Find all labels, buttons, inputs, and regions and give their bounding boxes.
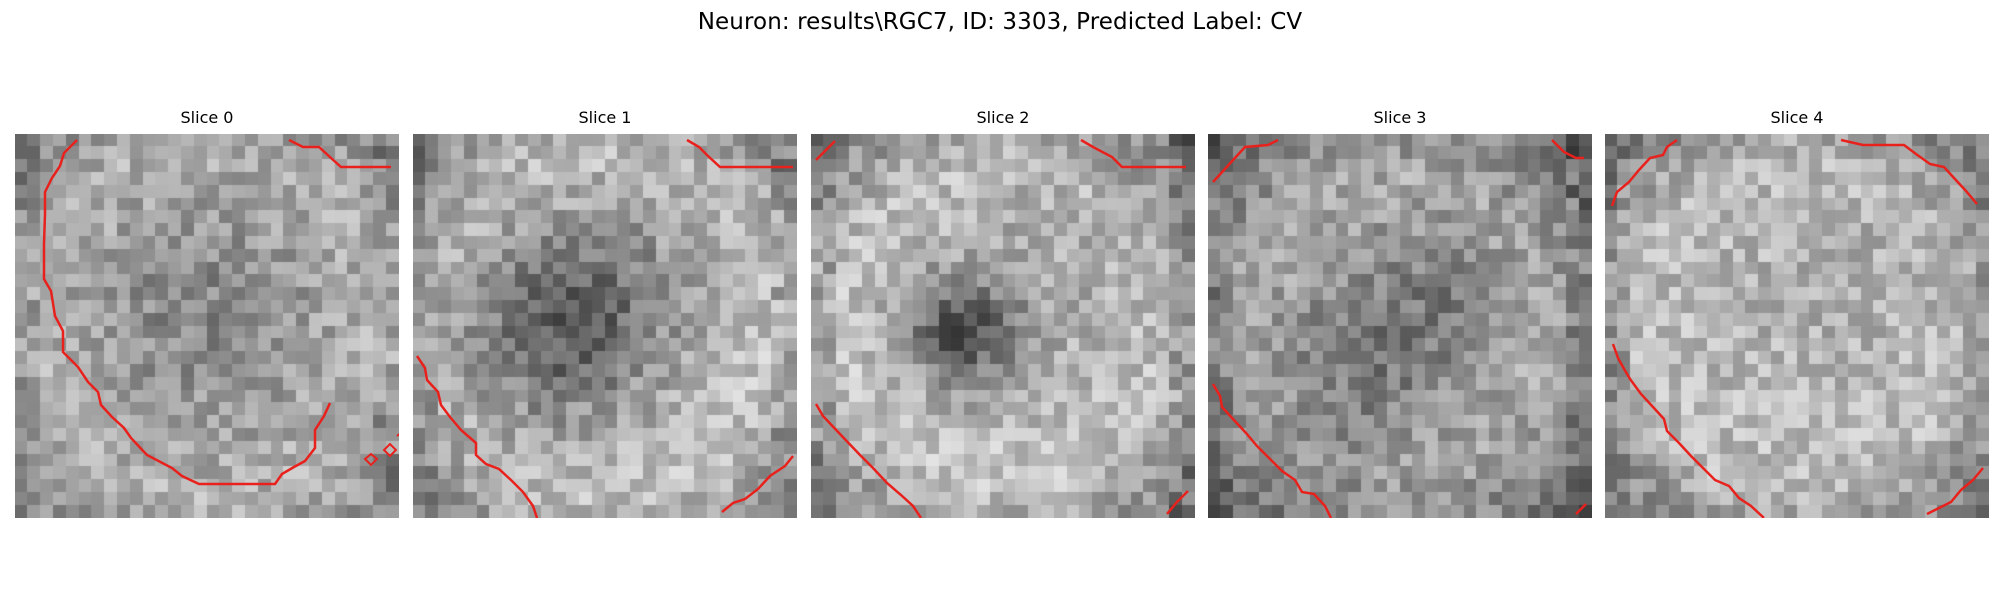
- contour-line: [1211, 383, 1333, 518]
- contour-line: [815, 140, 836, 161]
- contour-overlay-4: [1610, 138, 1984, 518]
- slice-image-2: [811, 134, 1195, 518]
- slice-title: Slice 0: [180, 108, 234, 127]
- contour-line: [288, 138, 391, 169]
- contour-line: [1080, 138, 1186, 169]
- slice-image-0: [15, 134, 399, 518]
- slice-title: Slice 1: [578, 108, 632, 127]
- contour-overlay-0: [42, 138, 399, 486]
- contour-line: [1212, 138, 1279, 183]
- contour-overlay-3: [1211, 138, 1587, 518]
- figure-title: Neuron: results\RGC7, ID: 3303, Predicte…: [697, 9, 1303, 35]
- contour-line: [42, 139, 332, 486]
- contour-line: [1610, 138, 1678, 207]
- contour-line: [1611, 343, 1765, 518]
- contour-line: [814, 403, 923, 518]
- contour-line: [686, 138, 793, 169]
- contour-overlay-1: [415, 138, 794, 518]
- contour-line: [415, 355, 539, 518]
- contour-line: [1166, 490, 1189, 515]
- slice-image-4: [1605, 134, 1989, 518]
- slice-image-3: [1208, 134, 1592, 518]
- slice-title: Slice 3: [1373, 108, 1427, 127]
- contour-line: [1551, 139, 1584, 160]
- slice-title: Slice 2: [976, 108, 1030, 127]
- contour-overlay-2: [814, 138, 1189, 518]
- contour-line: [363, 433, 399, 467]
- contour-line: [1926, 467, 1984, 516]
- slice-title: Slice 4: [1770, 108, 1824, 127]
- contour-line: [1575, 503, 1587, 515]
- contour-line: [721, 455, 794, 513]
- contour-line: [1840, 138, 1978, 205]
